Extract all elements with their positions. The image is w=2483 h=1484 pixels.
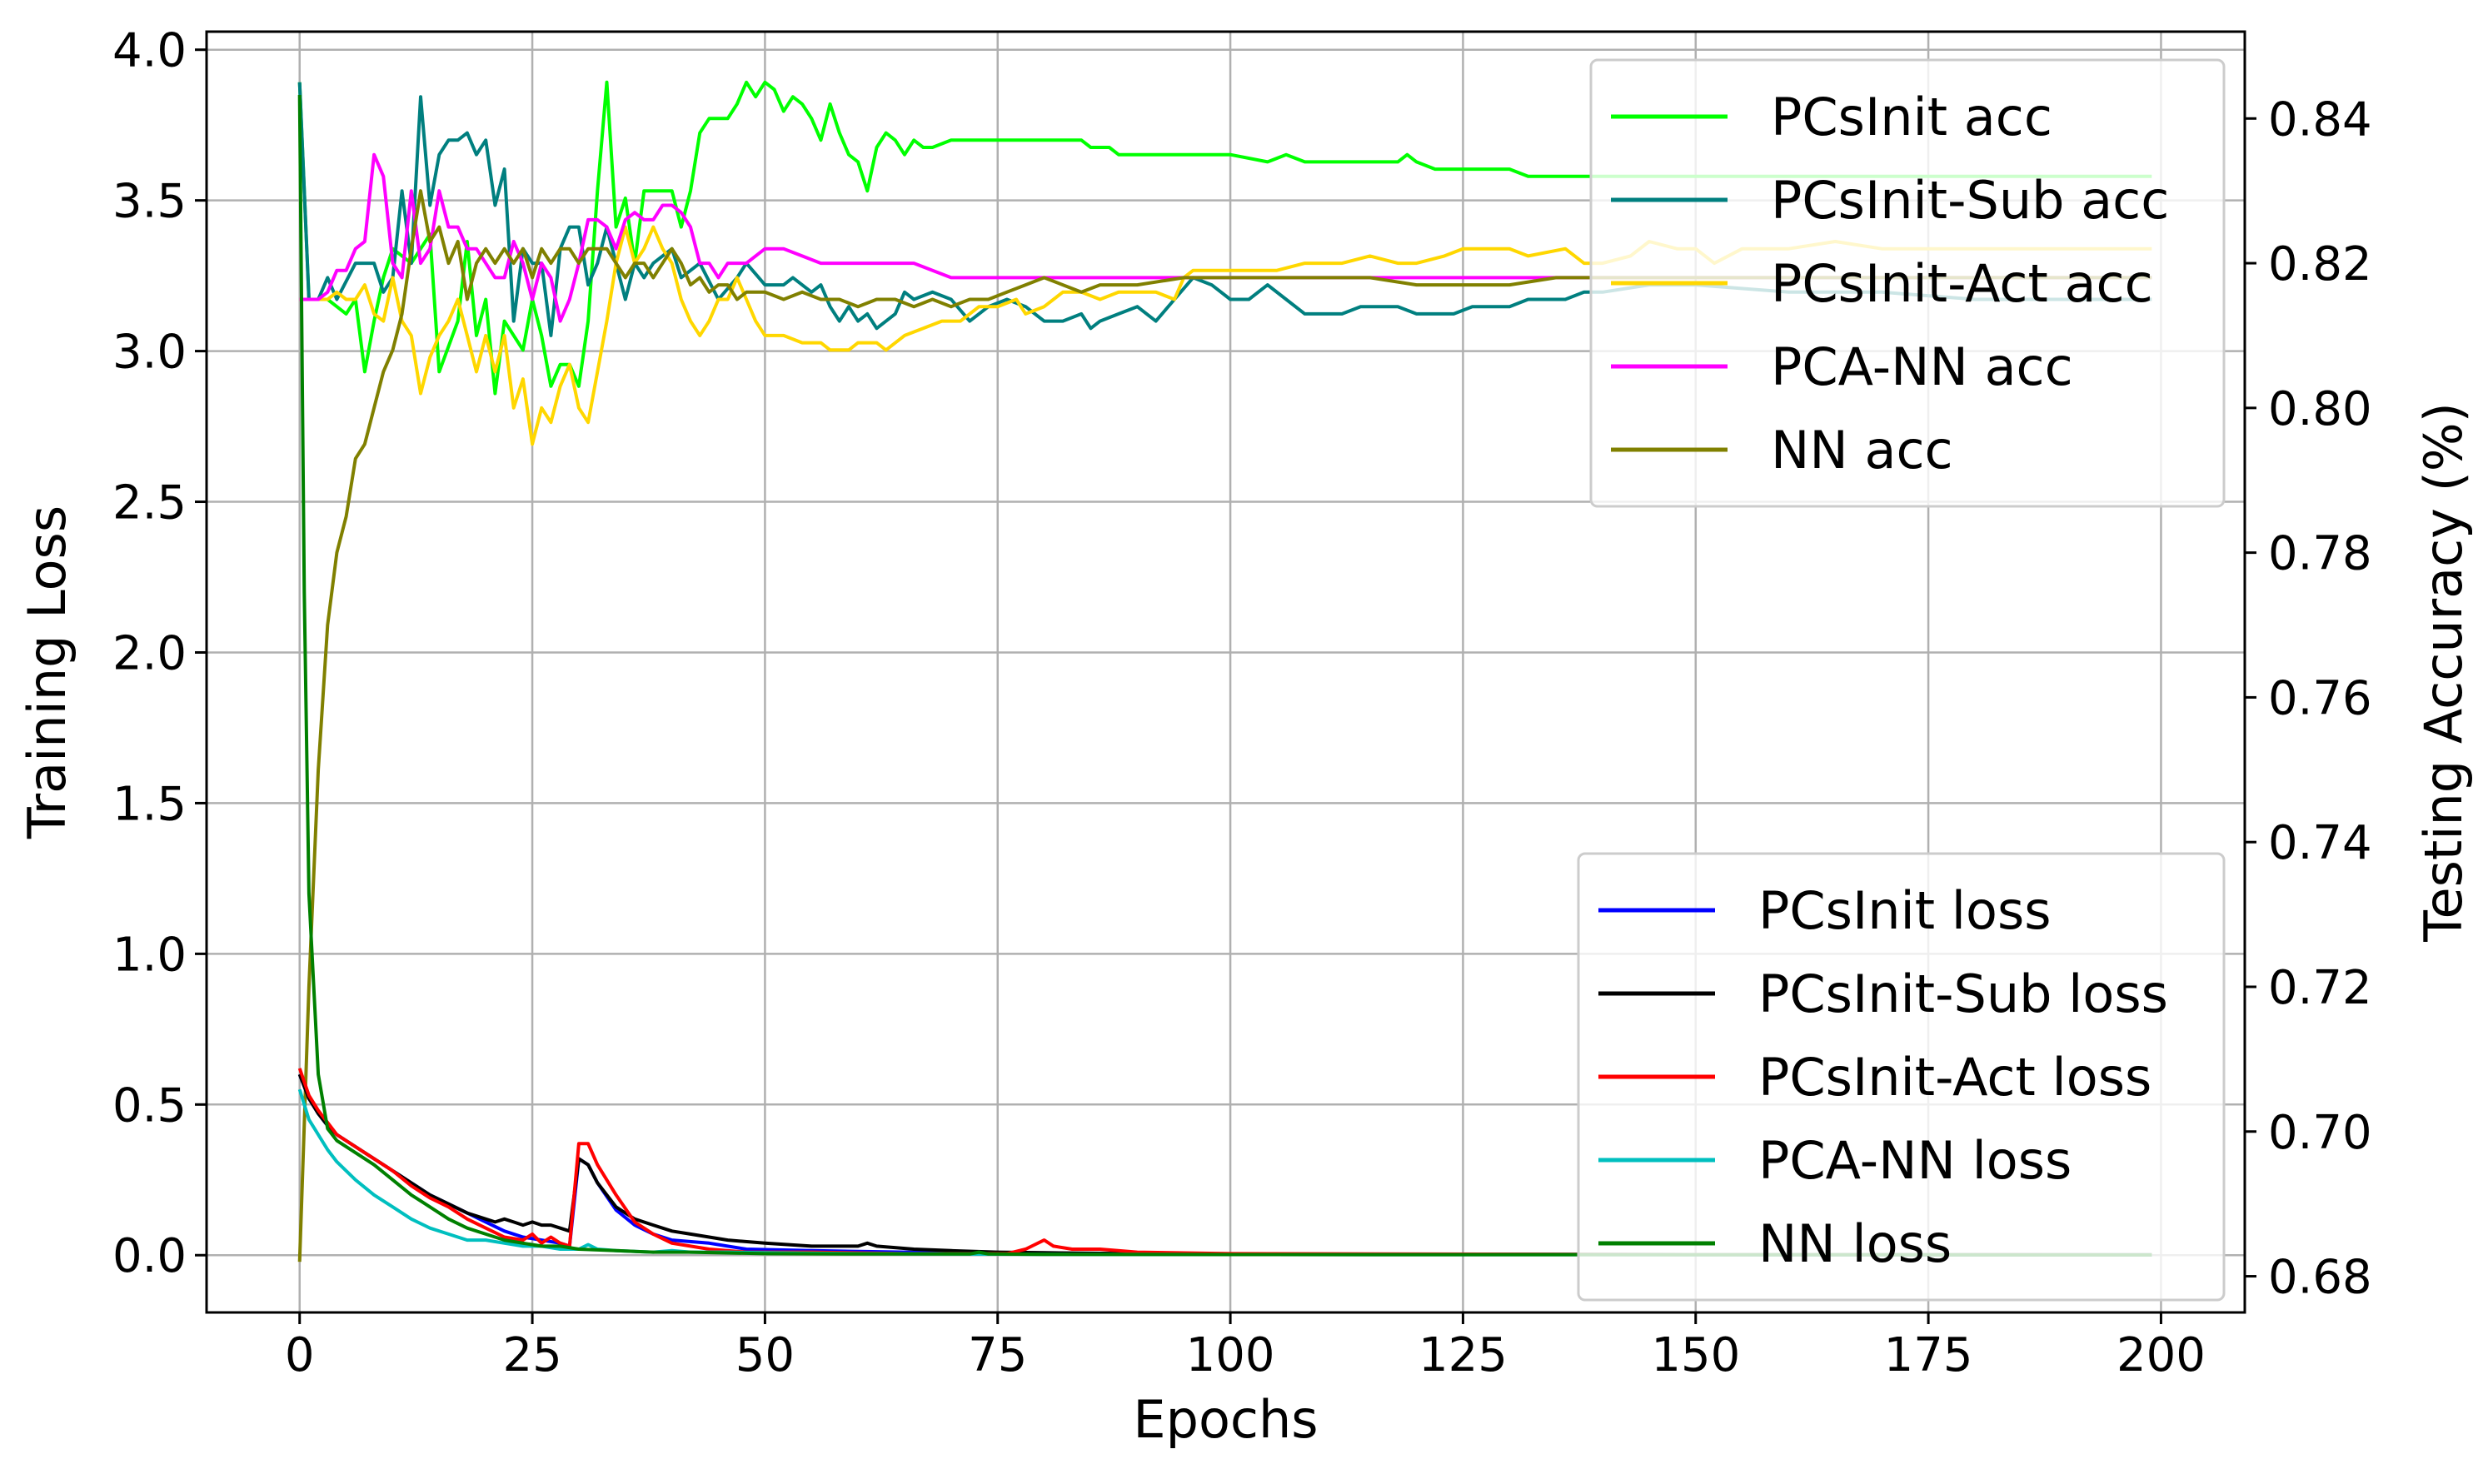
plot-frame bbox=[205, 30, 2246, 1314]
legend-entry: NN acc bbox=[1771, 420, 1953, 481]
pca-nn-acc-line bbox=[299, 152, 2152, 323]
y-left-tick-label: 4.0 bbox=[112, 24, 187, 78]
y-right-tick-label: 0.76 bbox=[2268, 671, 2372, 725]
y-left-tick-label: 0.5 bbox=[112, 1078, 187, 1133]
nn-loss-line bbox=[297, 94, 2152, 1257]
legend-entry: PCsInit-Act loss bbox=[1758, 1047, 2151, 1108]
x-tick-label: 25 bbox=[502, 1328, 561, 1382]
legend-entry: PCA-NN acc bbox=[1771, 336, 2073, 397]
y-right-tick-label: 0.82 bbox=[2268, 237, 2372, 291]
y-left-tick-label: 1.0 bbox=[112, 928, 187, 982]
nn-acc-line bbox=[297, 189, 2152, 1262]
legend-box bbox=[1589, 58, 2226, 508]
y-left-tick-label: 3.5 bbox=[112, 175, 187, 229]
x-tick-label: 150 bbox=[1651, 1328, 1740, 1382]
loss-legend: PCsInit loss PCsInit-Sub loss PCsInit-Act … bbox=[1577, 852, 2226, 1302]
x-tick-label: 125 bbox=[1419, 1328, 1508, 1382]
legend-entry: PCsInit-Sub loss bbox=[1758, 964, 2168, 1024]
pcsinit-act-loss-line bbox=[297, 1068, 2152, 1257]
y-right-tick-label: 0.72 bbox=[2268, 961, 2372, 1015]
x-tick-label: 100 bbox=[1186, 1328, 1275, 1382]
y-left-tick-label: 1.5 bbox=[112, 777, 187, 831]
loss-lines bbox=[297, 94, 2152, 1257]
x-axis-label: Epochs bbox=[1133, 1389, 1318, 1450]
legend-entry: PCA-NN loss bbox=[1758, 1130, 2072, 1191]
y-left-tick-label: 2.5 bbox=[112, 476, 187, 530]
y-right-tick-label: 0.84 bbox=[2268, 92, 2372, 147]
legend-entry: NN loss bbox=[1758, 1213, 1952, 1274]
legend-entry: PCsInit loss bbox=[1758, 880, 2052, 941]
x-tick-label: 200 bbox=[2117, 1328, 2206, 1382]
y-right-tick-label: 0.70 bbox=[2268, 1106, 2372, 1160]
y-axis-right-label: Testing Accuracy (%) bbox=[2413, 402, 2474, 943]
y-right-tick-label: 0.78 bbox=[2268, 527, 2372, 581]
y-left-tick-label: 2.0 bbox=[112, 626, 187, 680]
x-tick-label: 75 bbox=[968, 1328, 1027, 1382]
x-tick-label: 50 bbox=[735, 1328, 795, 1382]
accuracy-lines bbox=[297, 80, 2152, 1262]
pcsinit-acc-line bbox=[297, 80, 2152, 396]
y-axis-left-label: Training Loss bbox=[17, 505, 77, 839]
y-left-tick-label: 0.0 bbox=[112, 1229, 187, 1283]
pcsinit-act-acc-line bbox=[299, 225, 2152, 446]
y-right-tick-label: 0.74 bbox=[2268, 816, 2372, 870]
legend-entry: PCsInit-Act acc bbox=[1771, 253, 2153, 314]
y-left-tick-label: 3.0 bbox=[112, 326, 187, 380]
accuracy-legend: PCsInit acc PCsInit-Sub acc PCsInit-Act ac… bbox=[1589, 58, 2226, 508]
y-right-tick-label: 0.68 bbox=[2268, 1251, 2372, 1305]
legend-entry: PCsInit-Sub acc bbox=[1771, 170, 2169, 231]
y-right-tick-label: 0.80 bbox=[2268, 382, 2372, 436]
legend-entry: PCsInit acc bbox=[1771, 87, 2052, 147]
legend-box bbox=[1577, 852, 2226, 1302]
pcsinit-sub-acc-line bbox=[297, 82, 2152, 337]
x-tick-label: 175 bbox=[1884, 1328, 1973, 1382]
x-tick-label: 0 bbox=[285, 1328, 315, 1382]
axis-ticks: 0 25 50 75 100 125 150 175 200 0.0 0.5 1.0 1.5 2.0 2.5… bbox=[112, 24, 2372, 1382]
